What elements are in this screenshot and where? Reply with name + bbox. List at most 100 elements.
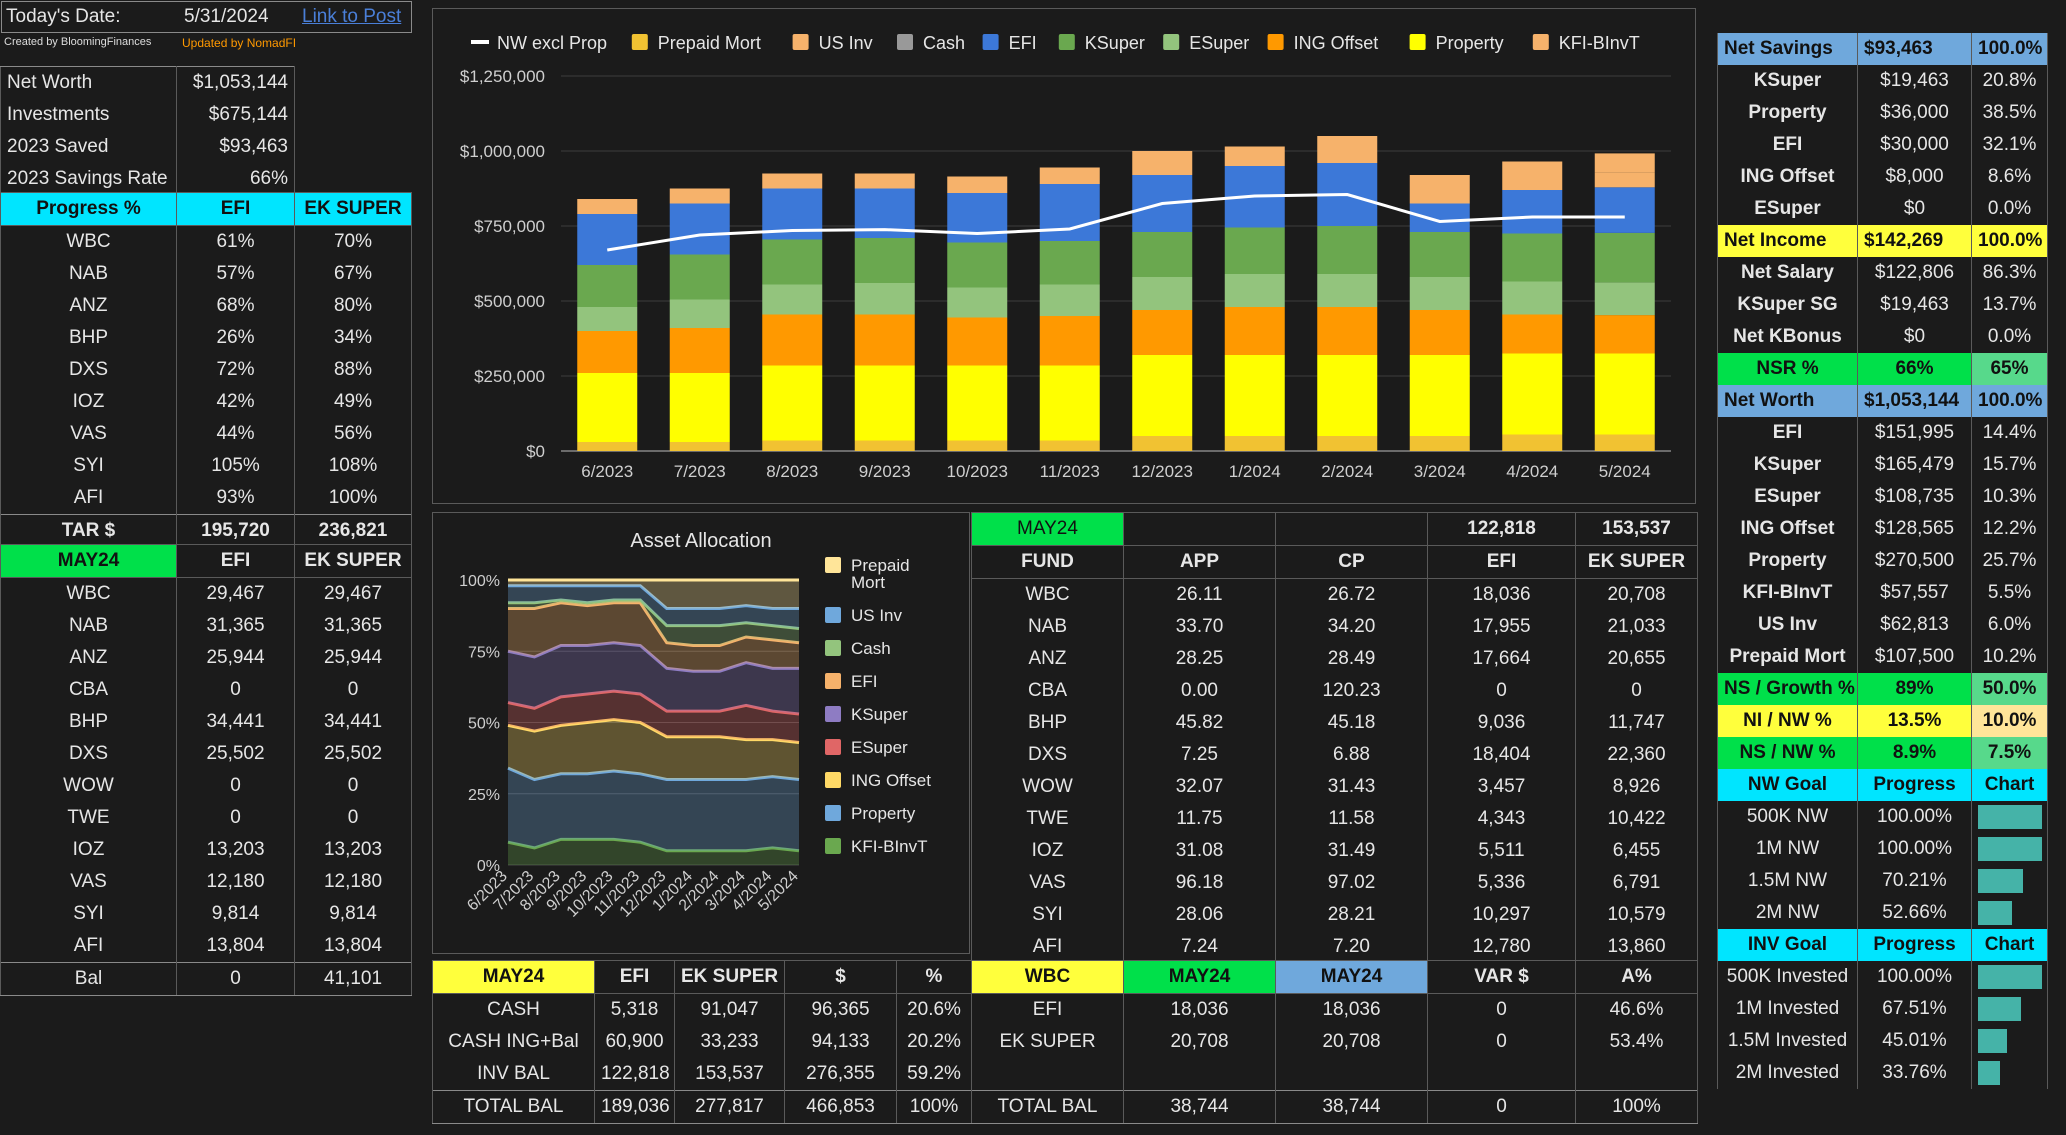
cell-0: ING Offset [1717,513,1858,545]
cell-0: AFI [971,931,1124,963]
legend-label: KFI-BInvT [1559,33,1640,53]
cell-3: 5,511 [1427,835,1576,867]
x-tick-label: 1/2024 [1229,462,1281,481]
area-line-kfi-binvt [507,837,800,853]
cell-2: 34,441 [294,706,412,738]
x-tick-label: 2/2024 [1321,462,1373,481]
y-tick-label: $1,000,000 [460,142,545,161]
legend-swatch [631,34,648,50]
cell-1: 67.51% [1857,993,1972,1025]
x-tick-label: 12/2023 [1132,462,1193,481]
cell-0: CBA [971,675,1124,707]
cell-1: 0 [176,802,295,834]
legend-swatch [825,607,841,623]
cell-2 [1971,833,2048,865]
legend-swatch [982,34,999,50]
inv-goal-row: 500K Invested 100.00% [1717,961,2048,993]
cell-4: 20.6% [896,993,972,1026]
cell-2: 120.23 [1275,675,1428,707]
cell-2: 29,467 [294,577,412,610]
cell-1: $0 [1857,193,1972,225]
cell-1: 66% [1857,353,1972,385]
cell-0: TWE [0,802,177,834]
bar-esuper [947,287,1008,318]
right-stats-table: Net Savings $93,463 100.0% KSuper $19,463 20.… [1717,33,2048,1089]
legend-label: KSuper [1085,33,1145,53]
asset-allocation-title: Asset Allocation [630,530,771,552]
cell-2: 12.2% [1971,513,2048,545]
cell-0: KSuper SG [1717,289,1858,321]
cell-2: 10.2% [1971,641,2048,673]
cell-0: Net Salary [1717,257,1858,289]
cell-1: $108,735 [1857,481,1972,513]
cell-2: 13,203 [294,834,412,866]
cell-2: 38.5% [1971,97,2048,129]
progress-bar [1978,901,2012,925]
cell-1: Progress [1857,769,1972,801]
cell-0: NAB [0,258,177,290]
cell-1: $57,557 [1857,577,1972,609]
cell-2: 14.4% [1971,417,2048,449]
cell-2: 6.88 [1275,739,1428,771]
holdings-row: SYI 9,814 9,814 [0,898,412,930]
summary-row: Net Worth $1,053,144 [0,66,295,99]
legend-swatch [897,34,913,50]
legend-label: ING Offset [851,771,931,790]
cash-row: TOTAL BAL 189,036 277,817 466,853 100% [432,1090,972,1124]
net-worth-row: ESuper $108,735 10.3% [1717,481,2048,513]
y-tick-label: 25% [468,787,500,804]
cell-0: Net Worth [1717,385,1858,417]
legend-label: Property [1436,33,1504,53]
cell-2: 0.0% [1971,193,2048,225]
bar-ing-offset [854,314,915,366]
bar-ksuper [762,239,823,285]
bar-ing-offset [1132,310,1193,355]
cell-3: 17,664 [1427,643,1576,675]
cell-1: 26% [176,322,295,354]
holdings-row: BHP 34,441 34,441 [0,706,412,738]
cell-1: 61% [176,225,295,258]
cash-row: CASH 5,318 91,047 96,365 20.6% [432,993,972,1026]
asset-allocation-chart: Asset Allocation 0% 25% 50% 75% 100% 6/2023 7/2… [432,512,970,954]
bar-esuper [1594,282,1655,316]
cell-0: MAY24 [0,544,177,578]
cell-2: 41,101 [294,962,412,996]
progress-table: Progress % EFI EK SUPER WBC 61% 70% NAB 57% 67% A… [0,192,412,547]
y-tick-label: $1,250,000 [460,67,545,86]
cell-0: MAY24 [432,960,595,994]
net-savings-row: Property $36,000 38.5% [1717,97,2048,129]
bar-property [854,365,915,441]
net-worth-chart-svg: $0 $250,000 $500,000 $750,000 $1,000,000 $1,2… [460,33,1671,481]
bar-efi [1409,203,1470,232]
y-tick-label: 75% [468,644,500,661]
cell-2: 67% [294,258,412,290]
cell-3: 18,404 [1427,739,1576,771]
nw-goal-row: 2M NW 52.66% [1717,897,2048,929]
cell-2: 6.0% [1971,609,2048,641]
bar-ksuper [669,254,730,300]
bar-us-inv [854,173,915,189]
post-link[interactable]: Link to Post [302,6,402,27]
cell-4: A% [1575,960,1698,994]
cell-4: 6,455 [1575,835,1698,867]
cell-1: $93,463 [1857,33,1972,65]
fund-row: TWE 11.75 11.58 4,343 10,422 [971,803,1698,835]
legend-swatch [825,838,841,854]
nw-goal-row: 1.5M NW 70.21% [1717,865,2048,897]
cell-2: 70% [294,225,412,258]
area-line-efi [508,601,800,648]
cell-1: $107,500 [1857,641,1972,673]
cell-1: 9,814 [176,898,295,930]
cell-4: 10,422 [1575,803,1698,835]
progress-row: IOZ 42% 49% [0,386,412,418]
cell-2: 56% [294,418,412,450]
cell-4: 59.2% [896,1058,972,1091]
cell-0: WOW [0,770,177,802]
cell-1: 33.76% [1857,1057,1972,1089]
holdings-row: AFI 13,804 13,804 [0,930,412,963]
cell-1: 0 [176,770,295,802]
cell-3: 17,955 [1427,611,1576,643]
cell-2: 31.43 [1275,771,1428,803]
holdings-row: NAB 31,365 31,365 [0,610,412,642]
cell-3: 3,457 [1427,771,1576,803]
